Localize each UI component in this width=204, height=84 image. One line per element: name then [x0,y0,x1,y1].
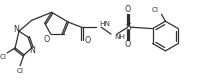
Text: Cl: Cl [0,54,7,60]
Text: HN: HN [99,21,110,27]
Text: O: O [43,35,50,44]
Text: S: S [124,23,130,32]
Text: Cl: Cl [151,7,158,13]
Text: O: O [124,40,130,49]
Text: N: N [29,46,35,55]
Text: O: O [124,5,130,14]
Text: N: N [13,25,19,34]
Text: Cl: Cl [17,68,23,74]
Text: O: O [84,36,90,45]
Text: NH: NH [113,34,124,40]
